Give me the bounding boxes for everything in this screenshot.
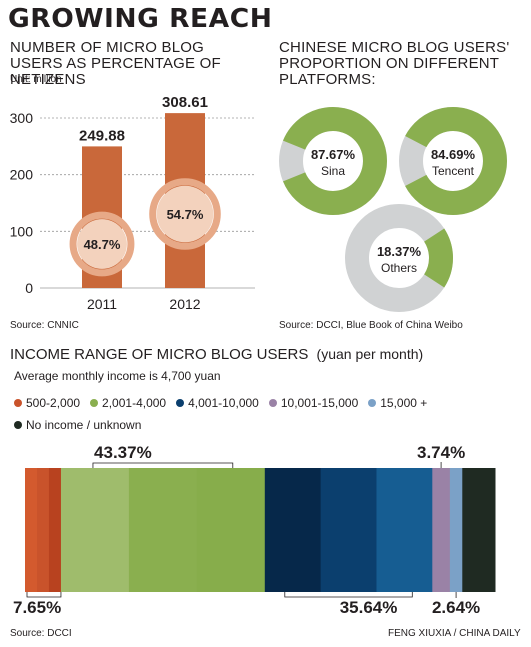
legend-swatch [368, 399, 377, 407]
percent-ring [69, 211, 135, 277]
bar-series: 249.88 48.7% 2011 308.61 54.7% 2012 [69, 94, 221, 312]
bar-chart-unit: Unit: million [10, 74, 62, 85]
legend-swatch [268, 399, 277, 407]
bar-value-label: 308.61 [162, 94, 208, 111]
donut-tencent: 84.69% Tencent [399, 107, 507, 215]
legend-swatch [176, 399, 185, 407]
income-value-label: 35.64% [340, 598, 398, 617]
legend-swatch [90, 399, 99, 407]
donut-value-label: 84.69% [431, 147, 476, 162]
bar-value-label: 249.88 [79, 127, 125, 144]
legend-label: 500-2,000 [26, 396, 81, 410]
income-segment-rect [432, 468, 451, 592]
legend-item: No income / unknown [14, 414, 141, 436]
donut-name-label: Others [381, 261, 417, 275]
bar-grid: 0 100 200 300 [10, 110, 255, 296]
income-segment-rect [36, 468, 50, 592]
percent-label: 54.7% [167, 207, 204, 222]
legend-swatch [14, 421, 22, 429]
credit-line: FENG XIUXIA / CHINA DAILY [388, 628, 521, 639]
bar-chart-source: Source: CNNIC [10, 320, 79, 331]
y-tick-label: 100 [10, 223, 34, 239]
income-segment-rect [320, 468, 377, 592]
income-segment-2 [264, 468, 433, 592]
legend-label: 15,000 + [380, 396, 428, 410]
y-tick-label: 0 [25, 280, 33, 296]
legend-label: No income / unknown [26, 418, 142, 432]
legend-swatch [14, 399, 22, 407]
percent-label: 48.7% [84, 237, 121, 252]
bar-chart-title: NUMBER OF MICRO BLOG USERS AS PERCENTAGE… [10, 39, 221, 88]
y-tick-label: 200 [10, 167, 34, 183]
donut-chart-title: CHINESE MICRO BLOG USERS' PROPORTION ON … [279, 39, 510, 88]
income-segment-rect [25, 468, 38, 592]
income-segment-5 [462, 468, 496, 592]
income-segment-rect [376, 468, 433, 592]
income-segment-rect [462, 468, 496, 592]
users-bar-chart: 0 100 200 300 249.88 48.7% 2011 308.61 54.7% 201… [10, 94, 255, 312]
income-stacked-bar: 43.37% 3.74% 7.65% 35.64% 2.64% [13, 443, 496, 617]
donut-name-label: Tencent [432, 164, 475, 178]
donut-share-arc [423, 228, 453, 288]
legend-item: 500-2,000 [14, 392, 80, 414]
legend-item: 15,000 + [368, 392, 427, 414]
income-chart-unit: (yuan per month) [316, 346, 424, 362]
income-value-label: 2.64% [432, 598, 480, 617]
platform-donut-chart: 87.67% Sina 84.69% Tencent 18.37% Others [279, 107, 507, 312]
donut-name-label: Sina [321, 164, 345, 178]
income-value-label: 7.65% [13, 598, 61, 617]
legend-label: 10,001-15,000 [280, 396, 359, 410]
donut-chart-source: Source: DCCI, Blue Book of China Weibo [279, 320, 463, 331]
donut-sina: 87.67% Sina [279, 107, 387, 215]
legend-label: 4,001-10,000 [188, 396, 259, 410]
page-title: GROWING REACH [8, 4, 273, 34]
donut-value-label: 18.37% [377, 244, 422, 259]
donut-share-arc [283, 107, 387, 215]
legend-label: 2,001-4,000 [102, 396, 167, 410]
legend-item: 10,001-15,000 [268, 392, 359, 414]
income-value-label: 3.74% [417, 443, 465, 462]
x-tick-label: 2011 [87, 296, 117, 312]
income-chart-title: INCOME RANGE OF MICRO BLOG USERS [10, 346, 309, 363]
percent-ring [149, 178, 221, 250]
income-chart-subtitle: Average monthly income is 4,700 yuan [14, 369, 221, 383]
income-chart-heading: INCOME RANGE OF MICRO BLOG USERS (yuan p… [10, 346, 423, 363]
income-segment-rect [196, 468, 266, 592]
label-bracket [26, 592, 62, 598]
income-segment-rect [48, 468, 62, 592]
donut-value-label: 87.67% [311, 147, 356, 162]
income-segment-rect [264, 468, 322, 592]
label-bracket [92, 462, 234, 468]
x-tick-label: 2012 [169, 296, 200, 312]
income-legend: 500-2,000 2,001-4,000 4,001-10,000 10,001-1… [14, 392, 524, 436]
income-segment-rect [60, 468, 130, 592]
legend-item: 4,001-10,000 [176, 392, 259, 414]
y-tick-label: 300 [10, 110, 34, 126]
label-bracket [284, 592, 413, 598]
income-segment-4 [449, 468, 463, 592]
income-segment-3 [432, 468, 451, 592]
income-value-label: 43.37% [94, 443, 152, 462]
legend-item: 2,001-4,000 [90, 392, 166, 414]
percent-circle [156, 185, 214, 243]
income-segment-rect [128, 468, 198, 592]
percent-circle [77, 219, 127, 269]
income-chart-source: Source: DCCI [10, 628, 72, 639]
income-segment-0 [25, 468, 62, 592]
income-segment-1 [60, 468, 266, 592]
donut-others: 18.37% Others [345, 204, 453, 312]
donut-share-arc [405, 107, 507, 215]
income-segment-rect [449, 468, 463, 592]
